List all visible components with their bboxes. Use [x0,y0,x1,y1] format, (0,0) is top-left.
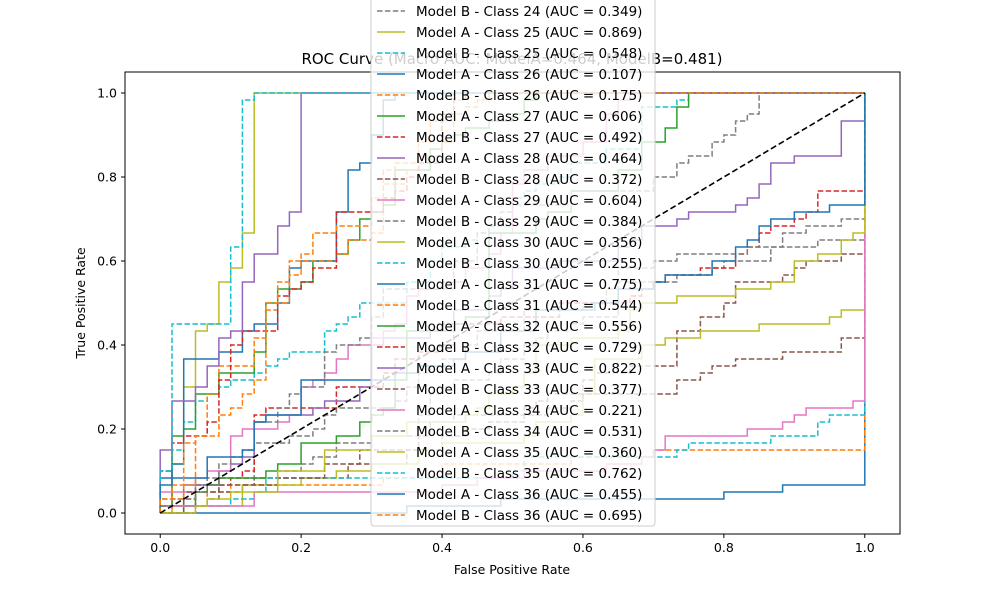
legend-entry: Model A - Class 28 (AUC = 0.464) [416,151,642,167]
legend-entry: Model A - Class 31 (AUC = 0.775) [416,277,642,293]
legend-entry: Model A - Class 35 (AUC = 0.360) [416,445,642,461]
legend-entry: Model A - Class 27 (AUC = 0.606) [416,109,642,125]
legend: Model B - Class 24 (AUC = 0.349) Model A … [370,0,656,527]
legend-entry: Model B - Class 25 (AUC = 0.548) [416,46,642,62]
legend-entry: Model B - Class 32 (AUC = 0.729) [416,340,642,356]
legend-entry: Model B - Class 26 (AUC = 0.175) [416,88,642,104]
x-axis: 0.0 0.2 0.4 0.6 0.8 1.0 [150,534,875,555]
x-tick-label: 0.8 [714,540,734,555]
legend-entry: Model B - Class 24 (AUC = 0.349) [416,4,642,20]
legend-entry: Model A - Class 33 (AUC = 0.822) [416,361,642,377]
legend-entry: Model B - Class 29 (AUC = 0.384) [416,214,642,230]
x-tick-label: 1.0 [855,540,875,555]
y-tick-label: 1.0 [97,86,117,101]
legend-entry: Model B - Class 35 (AUC = 0.762) [416,466,642,482]
y-tick-label: 0.4 [97,338,117,353]
legend-entry: Model A - Class 29 (AUC = 0.604) [416,193,642,209]
x-tick-label: 0.6 [573,540,593,555]
x-tick-label: 0.0 [150,540,170,555]
legend-box [370,0,656,527]
y-axis-label: True Positive Rate [73,247,88,360]
legend-entry: Model A - Class 32 (AUC = 0.556) [416,319,642,335]
legend-entry: Model B - Class 33 (AUC = 0.377) [416,382,642,398]
y-tick-label: 0.0 [97,506,117,521]
roc-curve-1 [160,93,866,514]
legend-entry: Model B - Class 36 (AUC = 0.695) [416,508,642,524]
x-axis-label: False Positive Rate [454,562,570,577]
legend-entry: Model A - Class 25 (AUC = 0.869) [416,25,642,41]
legend-entry: Model B - Class 27 (AUC = 0.492) [416,130,642,146]
legend-entry: Model B - Class 30 (AUC = 0.255) [416,256,642,272]
x-tick-label: 0.4 [432,540,452,555]
legend-entry: Model B - Class 31 (AUC = 0.544) [416,298,642,314]
legend-entry: Model B - Class 28 (AUC = 0.372) [416,172,642,188]
y-tick-label: 0.6 [97,254,117,269]
y-tick-label: 0.2 [97,422,117,437]
y-tick-label: 0.8 [97,170,117,185]
legend-entry: Model A - Class 30 (AUC = 0.356) [416,235,642,251]
legend-entry: Model A - Class 34 (AUC = 0.221) [416,403,642,419]
legend-entry: Model A - Class 36 (AUC = 0.455) [416,487,642,503]
legend-entry: Model A - Class 26 (AUC = 0.107) [416,67,642,83]
x-tick-label: 0.2 [291,540,311,555]
y-axis: 0.0 0.2 0.4 0.6 0.8 1.0 [97,86,125,521]
legend-entry: Model B - Class 34 (AUC = 0.531) [416,424,642,440]
